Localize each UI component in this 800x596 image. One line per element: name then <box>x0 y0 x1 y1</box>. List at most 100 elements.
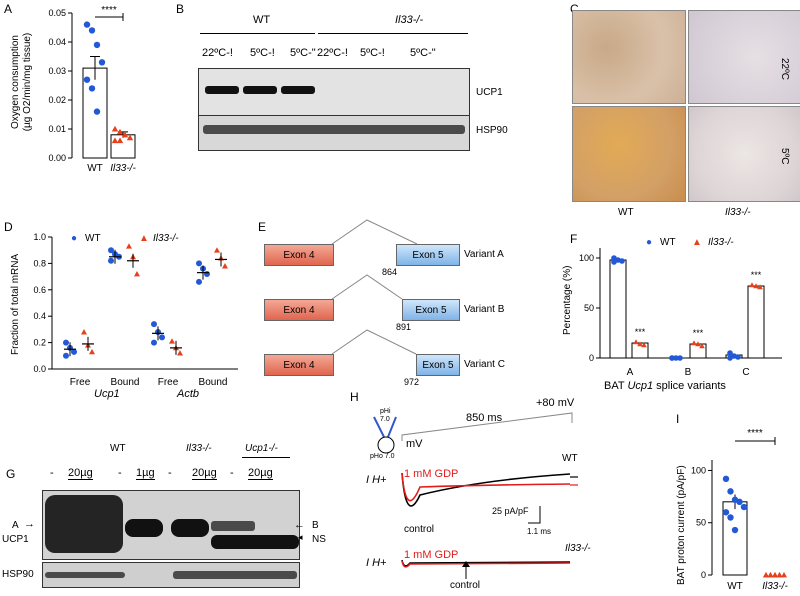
i-point <box>722 509 730 516</box>
panel-d-legend-wt: WT <box>85 233 101 244</box>
blot-b-ko-line <box>318 33 468 34</box>
blot-g-amount-label: - <box>118 467 122 479</box>
panel-h-pho: pHo 7.0 <box>370 453 395 460</box>
f-ytick-label: 0 <box>589 353 594 363</box>
a-point <box>88 27 96 34</box>
blot-b-ucp1 <box>198 68 470 116</box>
f-point <box>753 283 759 289</box>
blot-g-amount-label: 1µg <box>136 467 155 480</box>
panel-h-control-ko: control <box>450 580 481 591</box>
blot-g-label-ucp1: UCP1 <box>2 534 29 545</box>
panel-d-legend-ko: Il33-/- <box>153 233 179 244</box>
a-xlabel: WT <box>87 163 103 174</box>
a-point <box>93 108 101 115</box>
a-point <box>83 21 91 28</box>
variant-c-label: Variant C <box>464 359 505 370</box>
f-point <box>677 355 683 361</box>
f-point <box>695 341 701 347</box>
i-ytick-label: 0 <box>701 570 706 580</box>
panel-f-ylabel: Percentage (%) <box>562 265 573 335</box>
f-point <box>749 282 755 288</box>
panel-f-legend-ko: Il33-/- <box>708 237 734 248</box>
f-point <box>641 342 647 348</box>
blot-g-ucp-header: Ucp1-/- <box>245 443 278 454</box>
d-point <box>214 247 220 253</box>
panel-d-legend-ko-marker: ▲ <box>139 233 149 244</box>
d-point <box>196 278 202 285</box>
panel-h-voltage: +80 mV <box>536 397 575 409</box>
exon5-variant-b: Exon 5 <box>402 299 460 321</box>
f-point <box>669 355 675 361</box>
f-point <box>727 355 733 361</box>
i-point <box>781 572 787 578</box>
d-point <box>169 338 175 344</box>
a-point <box>116 128 124 135</box>
panel-i-chart: 0 50 100 WT Il33-/- **** <box>691 428 788 592</box>
f-sig: *** <box>693 328 704 338</box>
panel-f-legend-ko-marker: ▲ <box>692 237 702 248</box>
d-point <box>222 263 228 269</box>
i-ytick-label: 100 <box>691 465 706 475</box>
i-xlabel: WT <box>727 581 743 592</box>
blot-g-amount-label: - <box>230 467 234 479</box>
blot-g-amount-label: 20µg <box>192 467 217 480</box>
exon4-variant-b: Exon 4 <box>264 299 334 321</box>
variant-c-position: 972 <box>404 377 420 387</box>
variant-a-label: Variant A <box>464 249 504 260</box>
d-xlabel: Free <box>70 377 91 388</box>
f-sig: *** <box>635 327 646 337</box>
blot-g-label-a: A <box>12 520 19 531</box>
exon5-variant-c: Exon 5 <box>416 354 460 376</box>
d-point <box>71 348 77 355</box>
f-point <box>691 340 697 346</box>
panel-label-e: E <box>258 220 267 234</box>
d-point <box>108 257 114 264</box>
panel-f-chart: 0 50 100 A *** B *** C *** <box>579 248 782 378</box>
panel-h-ko-label: Il33-/- <box>565 543 591 554</box>
variant-b-position: 891 <box>396 322 412 332</box>
i-sig: **** <box>747 428 763 439</box>
panel-h-gdp-ko: 1 mM GDP <box>404 549 459 561</box>
f-point <box>699 343 705 349</box>
panel-a-chart: 0.00 0.01 0.02 0.03 0.04 0.05 WT Il33-/- **** <box>48 5 136 174</box>
exon4-variant-a: Exon 4 <box>264 244 334 266</box>
panel-label-i: I <box>676 412 680 426</box>
blot-b-lane-label: 22ºC-! <box>317 47 348 59</box>
micrograph-col-wt: WT <box>618 207 634 218</box>
d-point <box>151 339 157 346</box>
panel-e-splice-lines <box>331 219 418 355</box>
panel-label-h: H <box>350 390 359 404</box>
f-xlabel: B <box>685 367 692 378</box>
f-xlabel: C <box>742 367 749 378</box>
blot-b-wt-line <box>200 33 315 34</box>
blot-b-hsp90-label: HSP90 <box>476 125 508 136</box>
blot-g-amount-label: 20µg <box>248 467 273 480</box>
blot-g-hsp90 <box>42 562 300 588</box>
blot-g-amount-label: - <box>168 467 172 479</box>
i-point <box>727 488 734 495</box>
blot-b-lane-label: 22ºC-! <box>202 47 233 59</box>
panel-h-scale-x: 1.1 ms <box>527 527 552 536</box>
blot-g-arrow-b: ← <box>294 519 305 531</box>
panel-i-ylabel: BAT proton current (pA/pF) <box>676 465 687 585</box>
d-ytick-label: 0.6 <box>33 285 46 295</box>
d-ytick-label: 0.2 <box>33 338 46 348</box>
a-point <box>111 125 119 132</box>
panel-d-legend-wt-marker: ● <box>71 233 78 244</box>
micrograph-ko-22c <box>688 10 800 104</box>
d-point <box>134 270 140 277</box>
d-point <box>196 260 202 267</box>
blot-g-ucp1 <box>42 490 300 560</box>
d-point <box>126 243 132 249</box>
micrograph-ko-5c <box>688 106 800 202</box>
d-xlabel: Free <box>158 377 179 388</box>
d-point <box>63 339 69 346</box>
a-point <box>93 41 101 49</box>
blot-b-lane-label: 5ºC-! <box>250 47 275 59</box>
blot-b-lane-label: 5ºC-! <box>360 47 385 59</box>
blot-g-ucp-line <box>242 457 290 458</box>
d-ytick-label: 0.0 <box>33 364 46 374</box>
f-ytick-label: 100 <box>579 253 594 263</box>
blot-g-label-hsp90: HSP90 <box>2 569 34 580</box>
micrograph-label-5c: 5ºC <box>779 148 790 165</box>
